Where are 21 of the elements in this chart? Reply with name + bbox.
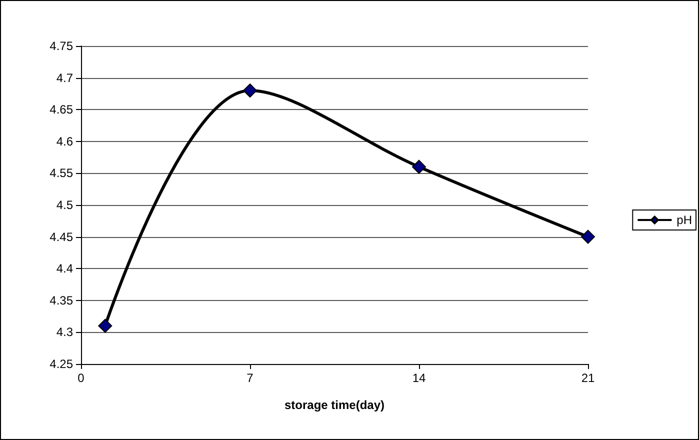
x-tick-label: 21	[581, 371, 595, 385]
y-tick-label: 4.55	[50, 166, 74, 180]
x-tick-label: 0	[78, 371, 85, 385]
y-tick-label: 4.65	[50, 102, 74, 117]
y-tick-label: 4.4	[56, 262, 74, 276]
x-tick-label: 14	[412, 371, 426, 385]
point	[581, 230, 595, 244]
y-tick-label: 4.25	[50, 357, 74, 371]
y-tick-label: 4.5	[56, 198, 74, 212]
y-tick-label: 4.7	[56, 70, 74, 85]
x-tick-label: 7	[246, 371, 254, 385]
legend-label: pH	[676, 213, 692, 227]
y-tick-label: 4.35	[50, 293, 74, 308]
y-tick-label: 4.75	[50, 39, 74, 53]
point	[243, 84, 257, 98]
point	[412, 160, 426, 174]
x-axis-title: storage time(day)	[284, 398, 385, 412]
y-tick-label: 4.3	[56, 325, 74, 340]
point	[98, 318, 112, 333]
y-tick-label: 4.45	[50, 230, 74, 244]
y-tick-label: 4.6	[56, 134, 74, 148]
